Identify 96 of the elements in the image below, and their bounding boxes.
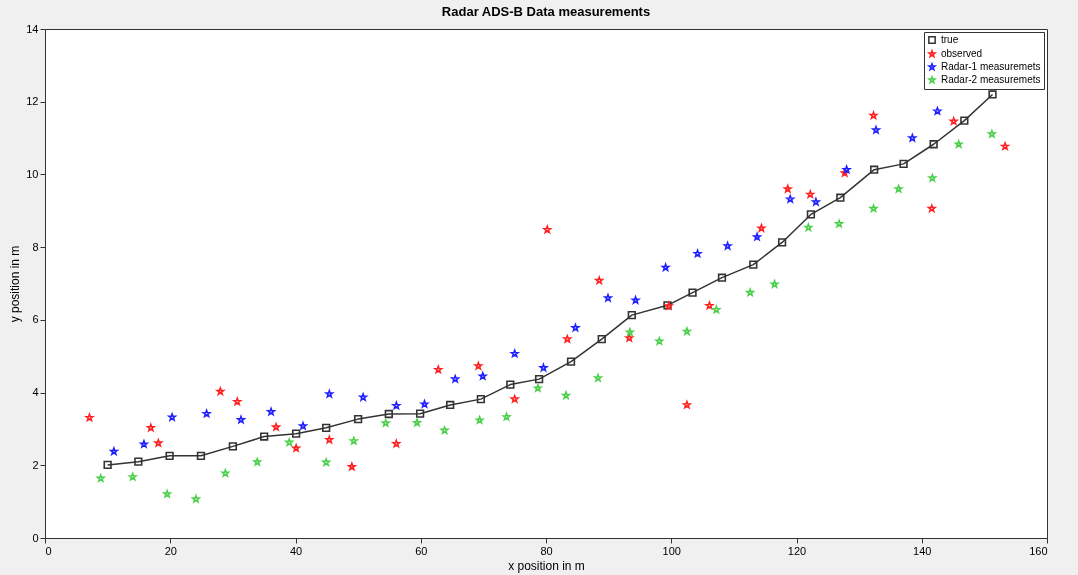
legend-label: Radar-1 measuremets [941, 61, 1041, 72]
point [322, 458, 331, 466]
point [625, 333, 634, 342]
point [693, 249, 702, 258]
point [325, 389, 334, 398]
point [381, 418, 390, 427]
point [960, 116, 969, 125]
point [510, 349, 519, 358]
point [349, 436, 358, 445]
point [434, 365, 443, 374]
point [476, 394, 486, 404]
point [260, 432, 269, 441]
point [202, 409, 211, 418]
point [806, 210, 816, 219]
point [928, 173, 937, 182]
point [154, 438, 163, 447]
point [285, 438, 294, 446]
point [506, 380, 515, 389]
point [929, 140, 938, 149]
x-tick-label: 0 [45, 544, 52, 557]
point [836, 193, 845, 202]
point [717, 273, 727, 282]
y-tick-label: 10 [26, 167, 39, 180]
legend-label: Radar-2 measuremets [941, 74, 1041, 85]
point [597, 334, 606, 344]
point [103, 460, 112, 470]
point [134, 457, 143, 466]
y-tick-label: 12 [26, 95, 39, 108]
point [783, 184, 792, 193]
y-tick-label: 8 [32, 240, 39, 253]
point [440, 426, 449, 434]
x-tick-label: 140 [913, 544, 932, 557]
point [415, 409, 425, 418]
y-axis-title: y position in m [8, 245, 23, 323]
point [543, 225, 552, 234]
y-tick-label: 14 [26, 22, 39, 35]
point [196, 451, 206, 460]
point [899, 159, 908, 169]
point [688, 288, 697, 297]
point [353, 414, 363, 424]
x-axis-title: x position in m [508, 558, 585, 573]
point [392, 439, 401, 448]
y-tick-label: 6 [32, 313, 39, 326]
point [165, 451, 174, 460]
point [749, 260, 758, 269]
legend-label: true [941, 34, 959, 45]
x-tick-label: 80 [540, 544, 553, 557]
point [510, 394, 519, 403]
point [474, 361, 483, 370]
point [806, 190, 815, 198]
y-tick-label: 2 [32, 458, 39, 471]
point [869, 204, 878, 213]
point [571, 323, 580, 332]
point [908, 133, 917, 142]
point [233, 397, 242, 406]
point [384, 409, 393, 419]
point [705, 301, 714, 310]
point [534, 374, 544, 384]
chart-title: Radar ADS-B Data measurements [441, 4, 651, 19]
point [927, 204, 936, 213]
y-tick-label: 4 [32, 386, 39, 399]
point [563, 334, 572, 343]
point [128, 472, 137, 481]
point [446, 400, 455, 410]
point [96, 474, 105, 482]
x-tick-label: 120 [787, 544, 807, 557]
x-tick-label: 60 [415, 544, 428, 557]
legend-label: observed [941, 48, 983, 59]
point [291, 429, 301, 438]
point [988, 90, 997, 99]
point [392, 401, 401, 410]
point [804, 223, 813, 232]
x-tick-label: 20 [164, 544, 177, 557]
point [894, 184, 903, 193]
point [539, 363, 548, 372]
point [322, 423, 331, 432]
point [85, 413, 94, 422]
point [627, 310, 636, 320]
point [595, 276, 604, 285]
y-tick-label: 0 [32, 531, 39, 544]
point [870, 165, 879, 174]
point [502, 412, 511, 421]
point [566, 357, 576, 366]
point [325, 435, 334, 444]
x-tick-label: 100 [662, 544, 681, 557]
point [842, 165, 851, 174]
point [723, 241, 732, 250]
point [712, 305, 721, 314]
point [228, 442, 238, 451]
point [869, 111, 878, 120]
point [840, 168, 849, 177]
point [777, 238, 787, 247]
x-tick-label: 160 [1029, 544, 1048, 557]
point [661, 263, 670, 272]
x-tick-label: 40 [289, 544, 303, 557]
point [253, 457, 262, 466]
